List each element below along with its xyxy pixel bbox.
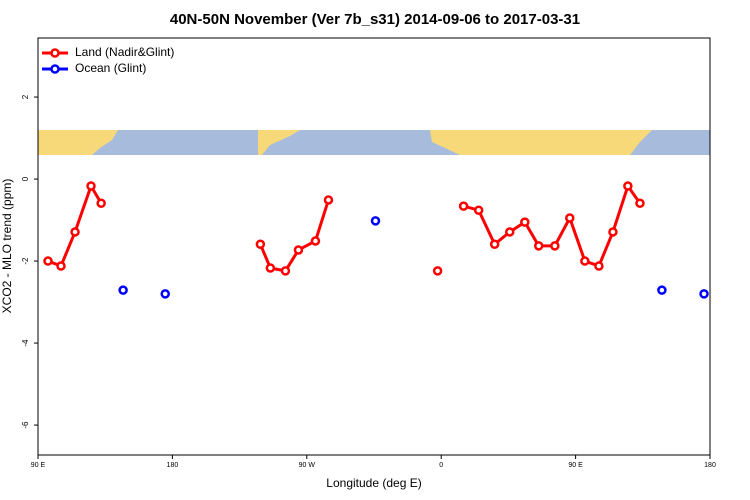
- chart-title: 40N-50N November (Ver 7b_s31) 2014-09-06…: [170, 11, 580, 28]
- legend-marker: [50, 64, 60, 74]
- data-point: [657, 285, 667, 295]
- data-point: [160, 289, 170, 299]
- data-point: [565, 213, 575, 223]
- data-point: [280, 266, 291, 276]
- y-tick-label: -4: [21, 339, 30, 347]
- data-point: [293, 245, 304, 255]
- data-point: [489, 239, 500, 249]
- data-point: [608, 227, 618, 237]
- data-point: [118, 285, 128, 295]
- data-point: [370, 216, 381, 226]
- y-axis-label: XCO2 - MLO trend (ppm): [0, 179, 14, 314]
- y-tick-label: 0: [21, 176, 30, 181]
- data-point: [533, 241, 544, 251]
- land-shape: [430, 130, 652, 155]
- data-point: [520, 217, 530, 227]
- land-shape: [258, 130, 300, 155]
- plot-frame: [37, 37, 711, 456]
- x-tick-label: 180: [704, 462, 716, 469]
- data-point: [86, 181, 96, 191]
- y-tick-label: -6: [21, 421, 30, 429]
- data-point: [504, 227, 515, 237]
- x-tick-label: 90 W: [299, 462, 316, 469]
- data-point: [458, 201, 469, 211]
- data-point: [594, 261, 604, 271]
- data-point: [432, 266, 443, 276]
- data-point: [699, 289, 709, 299]
- data-point: [580, 256, 590, 266]
- y-tick-label: -2: [21, 257, 30, 265]
- data-point: [70, 227, 80, 237]
- data-point: [635, 198, 645, 208]
- land-shape: [38, 130, 118, 155]
- data-point: [96, 198, 106, 208]
- data-point: [43, 256, 53, 266]
- legend-label: Land (Nadir&Glint): [75, 45, 174, 59]
- data-point: [265, 263, 276, 273]
- x-tick-label: 90 E: [568, 462, 583, 469]
- data-point: [473, 205, 484, 215]
- data-point: [550, 241, 560, 251]
- data-point: [623, 181, 633, 191]
- data-point: [323, 195, 334, 205]
- y-tick-label: 2: [21, 94, 30, 99]
- legend-label: Ocean (Glint): [75, 61, 146, 75]
- x-tick-label: 0: [439, 462, 443, 469]
- data-point: [255, 239, 266, 249]
- legend-marker: [50, 48, 60, 58]
- data-point: [56, 261, 66, 271]
- data-point: [310, 236, 321, 246]
- x-tick-label: 180: [167, 462, 179, 469]
- x-axis-label: Longitude (deg E): [326, 476, 421, 490]
- map-strip: [38, 130, 710, 155]
- x-tick-label: 90 E: [31, 462, 46, 469]
